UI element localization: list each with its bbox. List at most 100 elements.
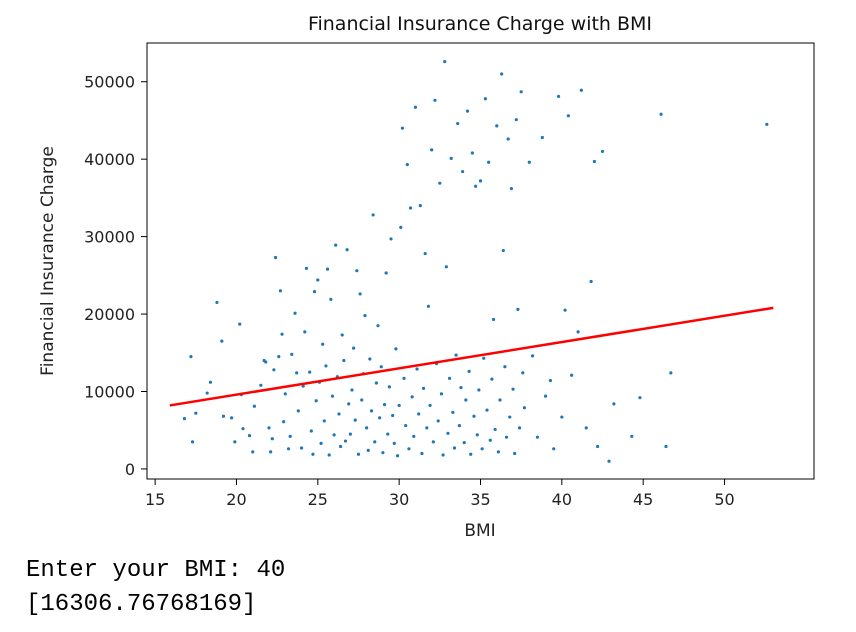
scatter-point: [376, 324, 380, 328]
scatter-point: [490, 377, 494, 381]
scatter-point: [252, 404, 256, 408]
scatter-point: [669, 371, 673, 375]
scatter-point: [449, 156, 453, 160]
bmi-prompt-output: Enter your BMI: 40: [26, 557, 286, 584]
scatter-point: [322, 419, 326, 423]
scatter-point: [630, 434, 634, 439]
scatter-point: [386, 432, 390, 436]
scatter-point: [452, 446, 457, 450]
y-tick-label: 40000: [84, 150, 135, 169]
scatter-point: [402, 376, 406, 380]
scatter-point: [356, 452, 361, 456]
scatter-point: [269, 450, 273, 454]
scatter-point: [221, 414, 226, 418]
scatter-point: [521, 371, 525, 375]
scatter-point: [273, 255, 278, 260]
scatter-point: [552, 447, 556, 451]
scatter-point: [496, 450, 500, 454]
y-tick-label: 50000: [84, 73, 135, 92]
scatter-point: [522, 406, 527, 410]
scatter-point: [296, 409, 300, 413]
plot-area: [146, 42, 815, 480]
scatter-point: [365, 426, 369, 430]
scatter-point: [600, 149, 605, 154]
scatter-point: [596, 444, 600, 449]
scatter-point: [324, 364, 328, 368]
scatter-point: [363, 313, 367, 318]
scatter-point: [535, 435, 540, 439]
scatter-point: [264, 360, 268, 364]
scatter-point: [439, 392, 444, 396]
scatter-point: [369, 409, 374, 413]
scatter-point: [664, 444, 668, 449]
scatter-point: [438, 181, 442, 185]
scatter-point: [392, 441, 396, 445]
x-axis-label: BMI: [464, 521, 495, 541]
scatter-point: [394, 347, 398, 351]
scatter-point: [420, 451, 424, 456]
scatter-point: [579, 88, 583, 92]
scatter-point: [659, 112, 663, 116]
scatter-chart: 15 20 25 30 35 40 45 50 0 10000 20000 30000 40000 50…: [38, 13, 815, 541]
scatter-point: [470, 151, 474, 155]
scatter-point: [477, 388, 481, 392]
y-tick-label: 10000: [84, 382, 135, 401]
scatter-point: [329, 297, 333, 301]
scatter-point: [321, 342, 325, 346]
scatter-point: [325, 267, 330, 271]
scatter-point: [229, 416, 234, 420]
y-tick-label: 20000: [84, 305, 135, 324]
scatter-point: [241, 427, 245, 431]
scatter-point: [415, 367, 419, 371]
scatter-point: [467, 369, 471, 373]
scatter-point: [504, 435, 509, 439]
scatter-point: [454, 353, 458, 357]
scatter-point: [355, 269, 359, 273]
scatter-point: [379, 365, 383, 369]
scatter-point: [373, 440, 377, 444]
scatter-point: [765, 122, 769, 126]
scatter-point: [391, 413, 395, 418]
scatter-point: [509, 186, 514, 191]
x-tick-label: 30: [389, 490, 409, 509]
scatter-point: [576, 330, 580, 334]
scatter-point: [461, 169, 465, 174]
scatter-point: [516, 307, 520, 312]
scatter-point: [417, 412, 421, 416]
scatter-point: [314, 399, 318, 403]
scatter-point: [482, 356, 486, 360]
scatter-point: [290, 352, 294, 356]
scatter-point: [342, 358, 346, 363]
scatter-point: [519, 90, 523, 94]
scatter-point: [491, 317, 496, 322]
predicted-charge-output: [16306.76768169]: [26, 591, 257, 618]
scatter-point: [407, 447, 411, 451]
scatter-point: [431, 440, 435, 444]
x-tick-label: 50: [714, 490, 734, 509]
y-axis-label: Financial Insurance Charge: [38, 146, 58, 376]
scatter-point: [423, 252, 427, 256]
scatter-point: [371, 213, 375, 217]
scatter-point: [513, 451, 517, 456]
scatter-point: [267, 426, 271, 430]
scatter-point: [527, 160, 531, 164]
scatter-point: [378, 416, 382, 420]
scatter-point: [408, 206, 413, 210]
scatter-point: [358, 292, 362, 296]
scatter-point: [295, 371, 299, 375]
y-tick-label: 0: [125, 460, 135, 479]
scatter-point: [338, 444, 343, 449]
scatter-point: [332, 433, 336, 437]
scatter-point: [475, 433, 479, 437]
scatter-point: [399, 225, 403, 229]
scatter-point: [514, 118, 518, 122]
y-tick-label: 30000: [84, 228, 135, 247]
x-tick-label: 20: [226, 490, 246, 509]
scatter-point: [412, 434, 416, 439]
scatter-point: [500, 72, 504, 76]
scatter-point: [270, 437, 274, 441]
scatter-point: [389, 237, 393, 241]
scatter-point: [487, 160, 491, 164]
x-axis: 15 20 25 30 35 40 45 50: [145, 479, 735, 509]
scatter-point: [282, 420, 286, 424]
